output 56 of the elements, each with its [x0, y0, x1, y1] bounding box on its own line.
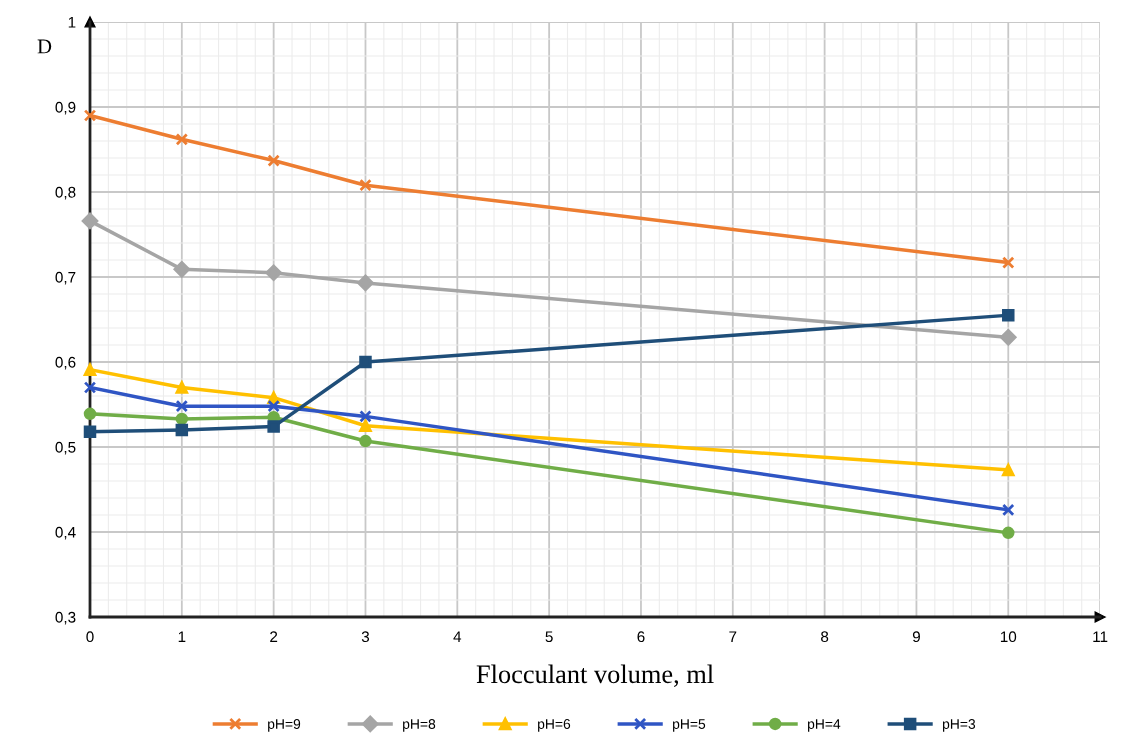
- point: [1002, 256, 1015, 269]
- point: [83, 381, 97, 394]
- point: [83, 407, 97, 421]
- x-tick-label: 6: [637, 631, 645, 643]
- x-tick-label: 4: [453, 631, 462, 642]
- point: [1002, 463, 1015, 477]
- y-axis-title: D: [37, 39, 52, 54]
- y-tick-label: 0,4: [55, 526, 76, 540]
- y-tick-label: 0,6: [55, 356, 76, 370]
- legend-label: pH=4: [808, 719, 841, 732]
- point: [265, 264, 282, 282]
- x-axis-title: Flocculant volume, ml: [476, 664, 714, 687]
- point: [175, 133, 189, 146]
- x-tick-label: 7: [729, 631, 737, 642]
- x-tick-label: 2: [270, 631, 278, 642]
- x-tick-label: 5: [545, 631, 553, 643]
- point: [1000, 329, 1017, 346]
- y-tick-label: 0,5: [55, 441, 76, 455]
- point: [357, 274, 374, 292]
- x-tick-label: 9: [912, 631, 920, 643]
- point: [83, 425, 97, 438]
- point: [1002, 503, 1015, 517]
- x-tick-label: 10: [1000, 631, 1017, 643]
- point: [359, 178, 372, 192]
- point: [175, 399, 189, 413]
- point: [83, 109, 97, 122]
- y-tick-label: 0,9: [55, 101, 76, 115]
- point: [359, 410, 372, 423]
- legend-label: pH=5: [673, 719, 706, 732]
- point: [175, 381, 189, 394]
- point: [359, 419, 372, 432]
- legend-label: pH=9: [268, 719, 301, 732]
- y-tick-label: 0,3: [55, 611, 76, 625]
- point: [83, 363, 97, 376]
- point: [175, 412, 189, 426]
- legend-label: pH=6: [538, 719, 571, 732]
- x-tick-label: 3: [361, 631, 370, 643]
- point: [175, 423, 189, 437]
- point: [1002, 526, 1015, 540]
- y-tick-label: 0,7: [55, 271, 76, 285]
- point: [1002, 309, 1015, 322]
- x-tick-label: 0: [86, 631, 94, 643]
- point: [173, 261, 191, 278]
- legend-label: pH=3: [942, 719, 976, 732]
- y-tick-label: 0,8: [55, 186, 76, 200]
- point: [267, 420, 280, 433]
- point: [359, 355, 372, 369]
- point: [267, 154, 280, 167]
- x-tick-label: 8: [821, 631, 829, 643]
- point: [267, 399, 280, 413]
- point: [81, 212, 99, 230]
- y-tick-label: 1: [68, 17, 76, 28]
- point: [359, 434, 372, 448]
- x-tick-label: 11: [1093, 631, 1108, 642]
- x-tick-label: 1: [178, 631, 186, 642]
- legend-label: pH=8: [403, 719, 436, 732]
